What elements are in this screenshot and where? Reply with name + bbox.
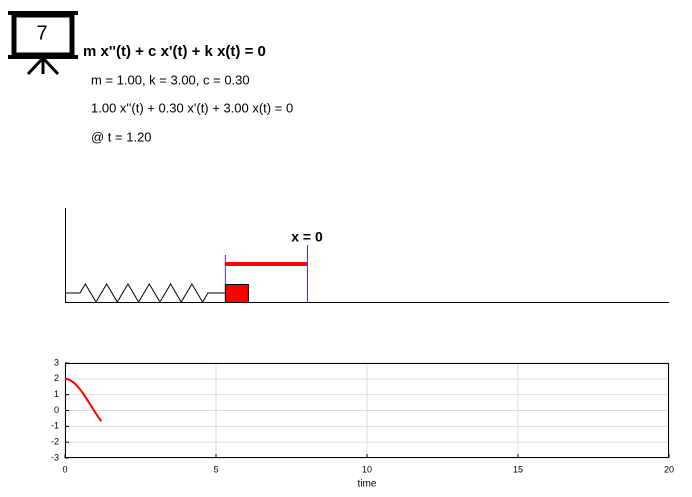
x-tick-label: 20	[664, 464, 674, 474]
x-tick-label: 0	[62, 464, 67, 474]
equilibrium-label: x = 0	[291, 229, 323, 245]
plot: 0 5 10 15 20 -3 -2 -1 0 1 2 3 time	[51, 357, 674, 489]
x-axis-label: time	[358, 479, 377, 490]
spring-diagram: x = 0	[65, 208, 669, 303]
spring	[65, 283, 225, 303]
y-tick-label: 1	[54, 389, 59, 399]
mass	[224, 284, 249, 303]
x-tick-label: 15	[513, 464, 523, 474]
equation: 1.00 x''(t) + 0.30 x'(t) + 3.00 x(t) = 0	[91, 100, 293, 115]
time: @ t = 1.20	[91, 129, 152, 144]
series-line	[64, 377, 103, 422]
y-tick-label: 3	[54, 357, 59, 367]
y-tick-label: -3	[51, 452, 59, 462]
title: m x''(t) + c x'(t) + k x(t) = 0	[83, 43, 266, 60]
icon-label: 7	[36, 22, 47, 44]
x-tick-label: 5	[213, 464, 218, 474]
y-tick-label: 0	[54, 405, 59, 415]
x-tick-label: 10	[362, 464, 372, 474]
y-tick-label: -2	[51, 437, 59, 447]
y-tick-label: 2	[54, 373, 59, 383]
plot-frame	[65, 363, 669, 458]
params: m = 1.00, k = 3.00, c = 0.30	[91, 72, 250, 87]
y-tick-label: -1	[51, 421, 59, 431]
icon: 7	[8, 11, 78, 76]
